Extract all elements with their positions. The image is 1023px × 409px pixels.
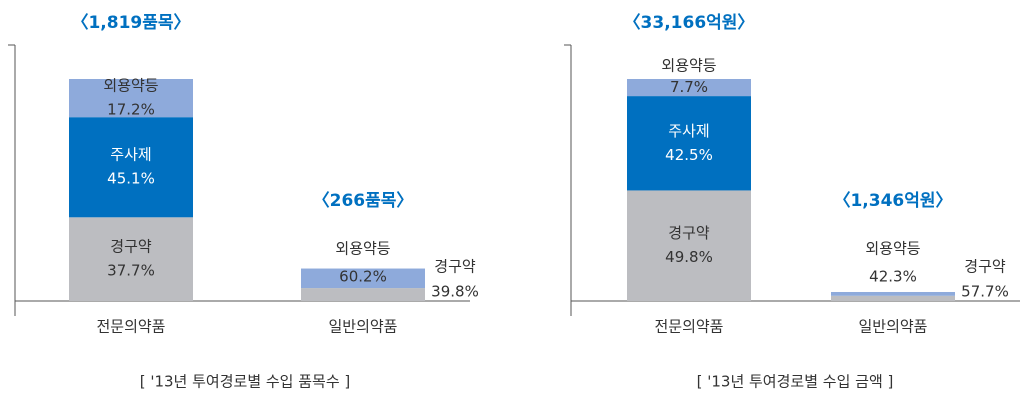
bar-segment [627, 190, 751, 301]
value-label: 57.7% [961, 283, 1009, 301]
value-label: 39.8% [431, 283, 479, 301]
bar-segment [69, 217, 193, 301]
bar-segment [831, 291, 955, 296]
total-label: 〈1,819품목〉 [71, 12, 190, 33]
segment-name: 경구약 [110, 238, 152, 256]
value-label: 37.7% [107, 262, 155, 280]
bar-segment [831, 295, 955, 301]
value-label: 7.7% [670, 78, 708, 96]
segment-name: 주사제 [110, 146, 151, 164]
bar-segment [69, 79, 193, 118]
total-label: 〈33,166억원〉 [624, 12, 755, 33]
bar-segment [627, 79, 751, 97]
value-label: 60.2% [339, 268, 387, 286]
segment-name: 경구약 [964, 258, 1006, 276]
value-label: 45.1% [107, 170, 155, 188]
value-label: 42.3% [869, 268, 917, 286]
value-label: 49.8% [665, 248, 713, 266]
bar-segment [301, 268, 425, 289]
segment-name: 외용약등 [103, 77, 158, 95]
segment-name: 외용약등 [335, 240, 390, 258]
bar-segment [69, 117, 193, 218]
segment-name: 외용약등 [661, 57, 716, 75]
segment-name: 경구약 [668, 224, 710, 242]
total-label: 〈266품목〉 [313, 190, 414, 211]
value-label: 17.2% [107, 101, 155, 119]
total-label: 〈1,346억원〉 [833, 190, 952, 211]
segment-name: 주사제 [668, 122, 709, 140]
caption: [ '13년 투여경로별 수입 품목수 ] [140, 373, 351, 391]
segment-name: 경구약 [434, 258, 476, 276]
caption: [ '13년 투여경로별 수입 금액 ] [697, 373, 894, 391]
x-tick-label: 일반의약품 [328, 318, 397, 336]
bar-segment [627, 96, 751, 191]
segment-name: 외용약등 [865, 240, 920, 258]
x-tick-label: 전문의약품 [654, 318, 723, 336]
bar-segment [301, 288, 425, 301]
value-label: 42.5% [665, 146, 713, 164]
x-tick-label: 일반의약품 [858, 318, 927, 336]
x-tick-label: 전문의약품 [96, 318, 165, 336]
